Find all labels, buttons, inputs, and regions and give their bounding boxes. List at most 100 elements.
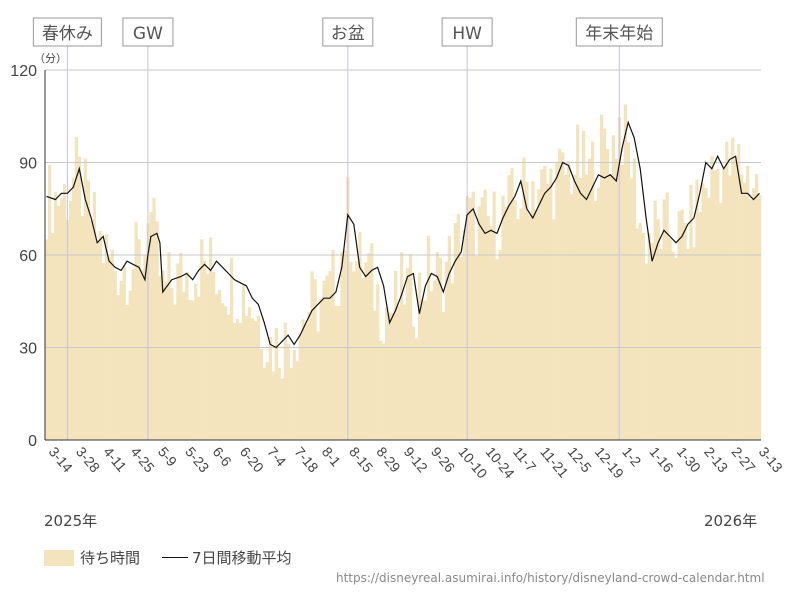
bar-day bbox=[441, 312, 446, 440]
bar-day bbox=[364, 262, 368, 440]
bar-day bbox=[641, 232, 645, 440]
bar-day bbox=[301, 319, 305, 440]
bar-day bbox=[283, 322, 287, 440]
bar-day bbox=[740, 174, 744, 440]
bar-day bbox=[134, 222, 138, 440]
bar-day bbox=[582, 130, 586, 441]
bar-day bbox=[289, 368, 293, 440]
bar-day bbox=[53, 192, 58, 440]
bar-day bbox=[420, 299, 425, 440]
bar-day bbox=[224, 306, 228, 440]
bar-day bbox=[492, 191, 496, 440]
bar-day bbox=[593, 200, 598, 440]
bar-day bbox=[516, 219, 520, 440]
bar-day bbox=[447, 235, 451, 440]
bar-day bbox=[215, 294, 219, 440]
event-label: お盆 bbox=[331, 24, 365, 44]
bar-day bbox=[659, 248, 663, 440]
bar-day bbox=[605, 149, 610, 441]
bar-day bbox=[614, 158, 619, 440]
bar-day bbox=[152, 197, 156, 440]
bar-day bbox=[513, 200, 517, 440]
bar-day bbox=[56, 206, 61, 440]
bar-day bbox=[80, 215, 85, 440]
bar-day bbox=[47, 164, 52, 440]
bar-day bbox=[370, 243, 374, 440]
bar-day bbox=[483, 189, 487, 440]
bar-day bbox=[164, 281, 168, 440]
bar-day bbox=[292, 349, 296, 440]
bar-day bbox=[244, 315, 249, 440]
bar-day bbox=[623, 104, 627, 441]
bar-day bbox=[564, 175, 568, 440]
y-unit-label: （分） bbox=[34, 52, 67, 65]
legend-bar-swatch bbox=[44, 549, 74, 566]
bar-day bbox=[674, 257, 678, 440]
bar-day bbox=[176, 263, 180, 440]
x-tick-label: 10-10 bbox=[455, 444, 490, 482]
bar-day bbox=[570, 194, 574, 440]
bar-day bbox=[719, 202, 723, 440]
bar-day bbox=[713, 170, 717, 440]
bar-day bbox=[546, 183, 550, 440]
x-tick-label: 9-26 bbox=[428, 444, 458, 476]
x-tick-label: 1-16 bbox=[646, 444, 676, 476]
bar-day bbox=[358, 231, 362, 440]
source-url: https://disneyreal.asumirai.info/history… bbox=[336, 571, 765, 585]
bar-day bbox=[191, 300, 195, 440]
bar-day bbox=[277, 367, 281, 440]
bar-day bbox=[376, 284, 380, 440]
bar-day bbox=[579, 178, 583, 440]
bar-day bbox=[602, 128, 607, 440]
bar-day bbox=[671, 251, 675, 440]
bar-day bbox=[656, 219, 660, 440]
event-label: 春休み bbox=[42, 24, 93, 44]
bar-day bbox=[549, 168, 553, 440]
bar-day bbox=[316, 331, 320, 440]
bar-day bbox=[522, 157, 526, 441]
bar-day bbox=[650, 242, 654, 440]
bar-day bbox=[561, 152, 565, 440]
bar-day bbox=[504, 206, 508, 440]
bar-day bbox=[746, 165, 750, 441]
bar-day bbox=[397, 306, 401, 440]
event-label: GW bbox=[133, 24, 163, 44]
bar-day bbox=[62, 184, 67, 440]
bar-day bbox=[599, 114, 604, 440]
bar-day bbox=[743, 182, 747, 441]
bar-day bbox=[435, 252, 440, 440]
bar-day bbox=[238, 322, 243, 440]
bar-day bbox=[221, 303, 225, 440]
bar-day bbox=[596, 187, 601, 440]
bar-day bbox=[331, 249, 335, 440]
bar-day bbox=[567, 161, 571, 440]
bar-day bbox=[98, 231, 102, 440]
bar-day bbox=[710, 155, 714, 441]
event-box bbox=[122, 17, 174, 47]
bar-day bbox=[438, 257, 443, 440]
x-tick-label: 4-11 bbox=[100, 444, 130, 475]
bar-day bbox=[555, 161, 559, 440]
bar-day bbox=[725, 141, 729, 440]
bar-day bbox=[218, 290, 222, 440]
bar-day bbox=[722, 168, 726, 440]
bar-day bbox=[310, 271, 314, 440]
bar-day bbox=[701, 183, 705, 440]
bar-day bbox=[450, 283, 454, 440]
bar-day bbox=[352, 271, 356, 440]
legend-bar-label: 待ち時間 bbox=[80, 549, 141, 567]
bar-day bbox=[50, 233, 55, 440]
bar-day bbox=[86, 180, 90, 441]
bar-day bbox=[298, 333, 302, 440]
bar-day bbox=[498, 249, 502, 440]
bar-day bbox=[468, 197, 472, 440]
x-tick-label: 1-30 bbox=[674, 444, 704, 476]
bar-day bbox=[704, 188, 708, 440]
bar-day bbox=[611, 135, 616, 440]
bar-day bbox=[203, 260, 207, 440]
event-label: HW bbox=[452, 24, 482, 44]
bar-day bbox=[185, 271, 189, 440]
year-label-end: 2026年 bbox=[704, 512, 758, 530]
bar-day bbox=[149, 211, 153, 440]
